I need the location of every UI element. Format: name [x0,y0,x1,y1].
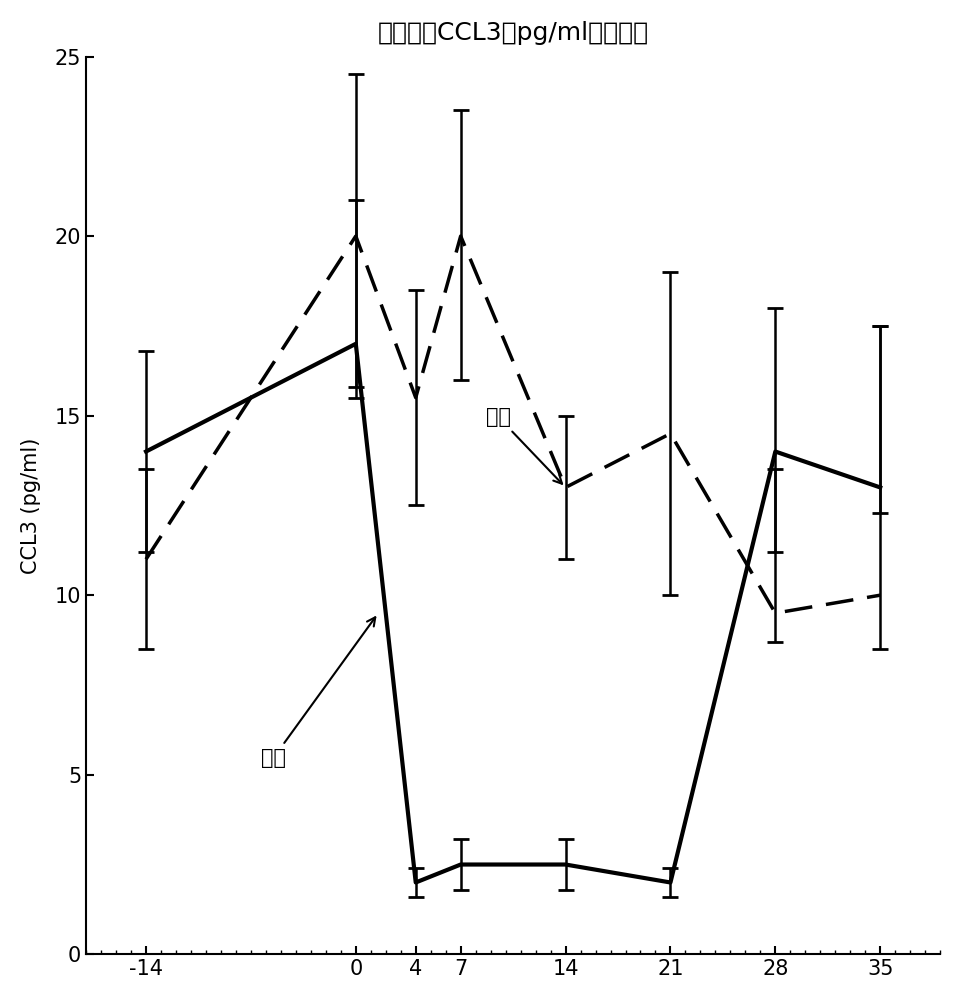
Y-axis label: CCL3 (pg/ml): CCL3 (pg/ml) [21,437,40,574]
Text: 测试: 测试 [260,617,376,768]
Text: 对照: 对照 [485,407,562,484]
Title: 平均値（CCL3（pg/ml））对天: 平均値（CCL3（pg/ml））对天 [378,21,649,45]
